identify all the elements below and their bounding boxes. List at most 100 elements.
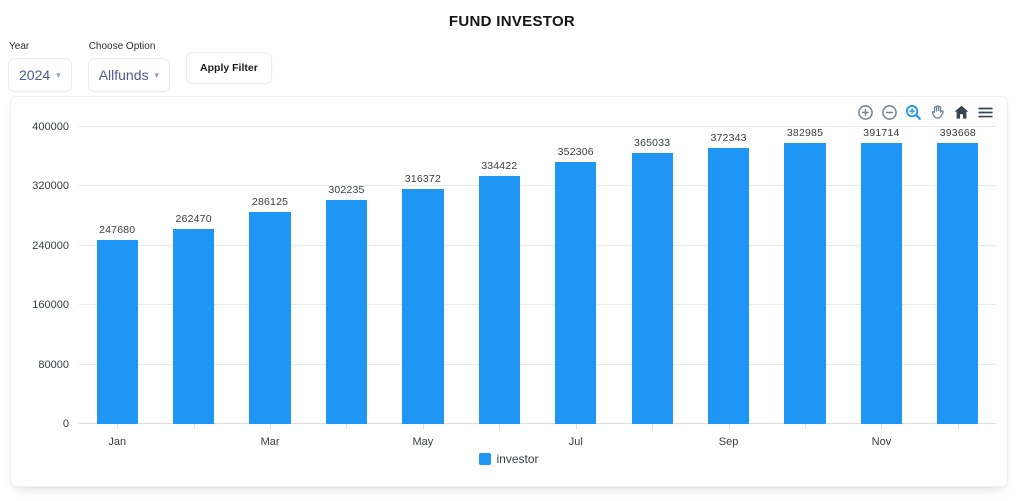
option-select[interactable]: Allfunds ▾ [87, 58, 171, 92]
gridline [79, 423, 996, 424]
y-axis-label: 320000 [32, 180, 69, 193]
bar-column-dec: 393668 [920, 127, 996, 424]
investor-bar-jul[interactable] [555, 162, 597, 424]
plot-area: 247680 262470 286125 302235 316372 334422 3523… [79, 126, 996, 424]
x-axis-cell [767, 424, 843, 450]
selection-zoom-icon[interactable] [905, 104, 922, 121]
gridline [79, 185, 996, 187]
gridline [79, 126, 996, 127]
legend-item-investor[interactable]: investor [11, 452, 1007, 466]
y-axis-label: 80000 [38, 358, 69, 371]
menu-icon[interactable] [977, 104, 994, 121]
investor-bar-nov[interactable] [860, 143, 903, 424]
bar-column-apr: 302235 [308, 127, 384, 424]
gridline [79, 304, 996, 306]
y-axis-label: 240000 [32, 239, 69, 252]
investor-bar-dec[interactable] [937, 143, 979, 424]
chevron-down-icon: ▾ [154, 70, 160, 80]
x-axis-label: Mar [260, 436, 280, 448]
bar-column-mar: 286125 [232, 127, 308, 424]
chevron-down-icon: ▾ [56, 70, 61, 80]
bar-column-nov: 391714 [843, 127, 919, 424]
y-axis-label: 400000 [32, 121, 69, 133]
bar-value-label: 391714 [863, 127, 900, 139]
x-axis-tick [270, 424, 272, 429]
bar-value-label: 365033 [634, 137, 671, 149]
x-axis-tick [881, 424, 883, 429]
bar-column-jul: 352306 [538, 127, 614, 424]
x-axis-label: Sep [718, 436, 739, 448]
bar-value-label: 334422 [481, 160, 518, 172]
investor-bar-jun[interactable] [478, 176, 520, 424]
x-axis-cell: Mar [232, 424, 308, 450]
year-label: Year [9, 41, 30, 52]
bar-column-jan: 247680 [79, 127, 155, 424]
year-filter-group: Year 2024 ▾ [8, 41, 72, 92]
investor-bar-mar[interactable] [249, 212, 291, 424]
bar-columns: 247680 262470 286125 302235 316372 334422 3523… [79, 127, 996, 424]
apply-filter-button[interactable]: Apply Filter [186, 52, 272, 84]
bar-value-label: 393668 [939, 127, 976, 139]
bar-column-sep: 372343 [690, 127, 766, 424]
bar-value-label: 247680 [99, 224, 136, 236]
y-axis-label: 160000 [32, 299, 69, 312]
option-select-value: Allfunds [98, 67, 149, 83]
legend-label: investor [496, 452, 539, 466]
year-select-value: 2024 [19, 67, 51, 83]
bar-column-feb: 262470 [155, 127, 231, 424]
x-axis-tick [346, 424, 348, 429]
choose-option-label: Choose Option [88, 41, 156, 52]
bar-value-label: 316372 [404, 173, 442, 185]
pan-icon[interactable] [929, 104, 946, 121]
bar-column-may: 316372 [385, 127, 461, 424]
x-axis-tick [499, 424, 501, 429]
chart-toolbar [857, 104, 994, 121]
x-axis-cell [614, 424, 690, 450]
filter-controls: Year 2024 ▾ Choose Option Allfunds ▾ App… [8, 41, 272, 92]
bar-value-label: 262470 [175, 213, 212, 225]
x-axis-cell [920, 424, 996, 450]
option-filter-group: Choose Option Allfunds ▾ [87, 41, 171, 92]
bar-value-label: 286125 [251, 196, 289, 208]
investor-bar-aug[interactable] [631, 153, 673, 424]
investor-bar-oct[interactable] [784, 143, 826, 424]
x-axis-tick [652, 424, 654, 429]
x-axis-cell: May [385, 424, 461, 450]
x-axis-tick [117, 424, 119, 429]
x-axis-label: Nov [871, 436, 892, 448]
x-axis-tick [422, 424, 424, 429]
y-axis: 0 80000 160000 240000 320000 400000 [11, 121, 69, 430]
bar-value-label: 382985 [786, 127, 824, 139]
chart-card: 0 80000 160000 240000 320000 400000 247680 262… [10, 96, 1008, 487]
investor-bar-feb[interactable] [173, 229, 215, 424]
investor-bar-jan[interactable] [96, 240, 138, 424]
y-axis-label: 0 [62, 418, 69, 430]
bar-column-jun: 334422 [461, 127, 537, 424]
x-axis-tick [728, 424, 730, 429]
year-select[interactable]: 2024 ▾ [8, 58, 72, 92]
x-axis-tick [805, 424, 806, 429]
page-title: FUND INVESTOR [448, 13, 576, 30]
x-axis-cell [308, 424, 384, 450]
x-axis-cell: Jul [538, 424, 614, 450]
zoom-out-icon[interactable] [881, 104, 898, 121]
x-axis-tick [193, 424, 195, 429]
x-axis-cell: Sep [690, 424, 766, 450]
legend-swatch [479, 453, 492, 465]
x-axis-label: May [412, 436, 434, 448]
investor-bar-sep[interactable] [707, 148, 750, 424]
x-axis-cell: Jan [79, 424, 155, 450]
x-axis-tick [957, 424, 959, 429]
x-axis: Jan Mar May Jul Sep Nov [79, 424, 996, 450]
gridline [79, 244, 996, 246]
zoom-in-icon[interactable] [857, 104, 874, 121]
investor-bar-may[interactable] [402, 189, 444, 424]
x-axis-cell [155, 424, 231, 450]
bar-value-label: 352306 [557, 146, 594, 158]
bar-value-label: 302235 [328, 184, 365, 196]
home-icon[interactable] [953, 104, 970, 121]
bar-column-oct: 382985 [767, 127, 843, 424]
investor-bar-apr[interactable] [325, 200, 368, 424]
x-axis-label: Jul [568, 436, 583, 448]
